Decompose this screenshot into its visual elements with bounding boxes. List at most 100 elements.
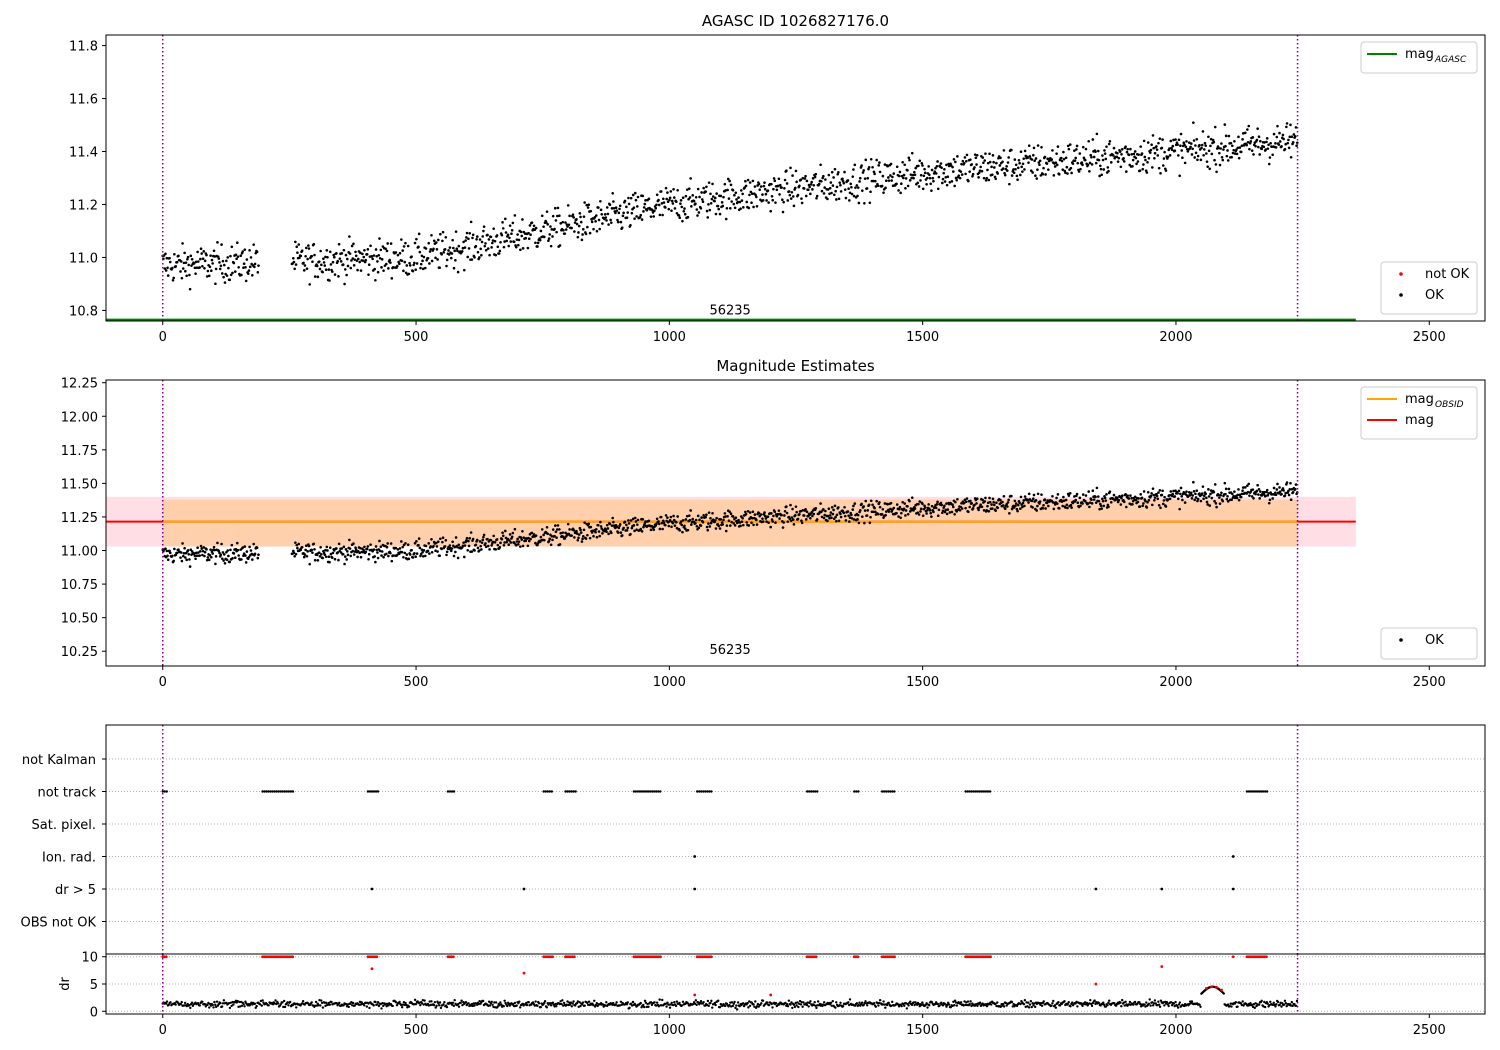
data-point: [1171, 492, 1175, 496]
dr-point: [784, 1001, 787, 1005]
data-point: [384, 247, 387, 251]
data-point: [748, 511, 752, 514]
data-point: [913, 507, 917, 510]
data-point: [644, 520, 647, 523]
data-point: [1183, 161, 1187, 165]
data-point: [467, 539, 470, 543]
data-point: [249, 549, 253, 552]
dr-point: [1147, 1002, 1151, 1005]
data-point: [1196, 497, 1200, 501]
data-point: [1161, 138, 1164, 141]
data-point: [1278, 486, 1281, 489]
data-point: [986, 168, 989, 172]
flag-point: [646, 790, 650, 793]
data-point: [584, 537, 588, 540]
data-point: [1036, 144, 1040, 147]
data-point: [1172, 489, 1175, 493]
data-point: [991, 154, 995, 157]
data-point: [226, 549, 230, 552]
data-point: [912, 509, 915, 512]
y-tick-label: 11.00: [61, 545, 98, 560]
data-point: [783, 178, 787, 182]
data-point: [876, 512, 880, 516]
data-point: [222, 553, 226, 556]
data-point: [954, 160, 957, 164]
data-point: [1198, 143, 1201, 147]
data-point: [491, 540, 495, 544]
data-point: [486, 537, 489, 541]
data-point: [921, 514, 925, 518]
dr-point: [605, 1001, 608, 1004]
data-point: [553, 227, 556, 231]
data-point: [435, 545, 439, 548]
data-point: [524, 236, 528, 240]
data-point: [1219, 147, 1222, 150]
data-point: [214, 562, 217, 566]
dr-point: [493, 1001, 496, 1004]
data-point: [1133, 150, 1137, 153]
dr-point: [628, 1006, 631, 1010]
data-point: [1105, 145, 1108, 148]
data-point: [951, 505, 955, 509]
data-point: [985, 176, 989, 180]
data-point: [1022, 157, 1026, 160]
data-point: [1276, 482, 1279, 486]
data-point: [436, 540, 440, 543]
data-point: [406, 543, 410, 547]
data-point: [441, 230, 445, 234]
data-point: [948, 511, 952, 514]
data-point: [1256, 127, 1259, 130]
data-point: [923, 506, 927, 509]
x-tick-label: 0: [159, 330, 167, 345]
data-point: [1288, 488, 1292, 491]
data-point: [489, 538, 493, 542]
data-point: [1224, 487, 1228, 491]
data-point: [687, 197, 690, 201]
data-point: [417, 543, 420, 547]
data-point: [1112, 154, 1115, 157]
data-point: [317, 260, 321, 263]
data-point: [699, 524, 703, 527]
data-point: [253, 552, 257, 556]
data-point: [1137, 497, 1140, 500]
data-point: [313, 253, 316, 257]
data-point: [757, 511, 761, 515]
data-point: [610, 221, 613, 224]
data-point: [1226, 149, 1229, 152]
dr-point: [543, 999, 547, 1003]
data-point: [1185, 490, 1188, 493]
data-point: [993, 503, 996, 507]
data-point: [1079, 167, 1082, 171]
data-point: [828, 516, 831, 520]
data-point: [847, 514, 850, 517]
data-point: [678, 216, 682, 220]
data-point: [604, 216, 608, 219]
data-point: [739, 189, 743, 192]
data-point: [600, 212, 604, 216]
data-point: [498, 249, 502, 253]
data-point: [391, 266, 395, 269]
data-point: [826, 188, 830, 191]
data-point: [1081, 145, 1085, 149]
dr-point: [327, 1001, 331, 1005]
data-point: [511, 531, 515, 535]
data-point: [405, 264, 409, 267]
data-point: [1097, 499, 1101, 503]
data-point: [206, 269, 210, 273]
data-point: [984, 152, 987, 155]
data-point: [203, 554, 206, 558]
data-point: [421, 550, 424, 554]
data-point: [644, 199, 647, 202]
data-point: [1218, 502, 1222, 505]
data-point: [241, 546, 245, 549]
data-point: [1040, 145, 1043, 149]
data-point: [932, 179, 935, 183]
data-point: [581, 228, 585, 231]
dr-point: [537, 1002, 541, 1005]
data-point: [884, 179, 888, 182]
data-point: [1176, 497, 1180, 501]
data-point: [1120, 494, 1124, 498]
dr-point: [169, 1001, 172, 1004]
data-point: [333, 557, 337, 561]
flag-point: [1245, 790, 1249, 793]
